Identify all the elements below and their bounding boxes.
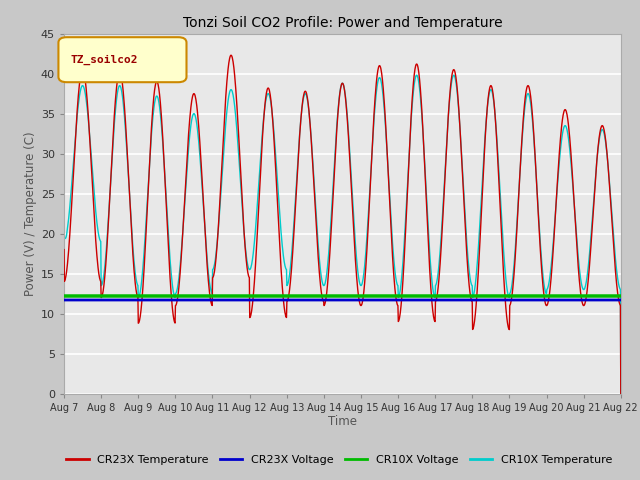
Title: Tonzi Soil CO2 Profile: Power and Temperature: Tonzi Soil CO2 Profile: Power and Temper… [182,16,502,30]
Legend: CR23X Temperature, CR23X Voltage, CR10X Voltage, CR10X Temperature: CR23X Temperature, CR23X Voltage, CR10X … [62,451,616,469]
FancyBboxPatch shape [58,37,186,82]
X-axis label: Time: Time [328,415,357,429]
Y-axis label: Power (V) / Temperature (C): Power (V) / Temperature (C) [24,132,36,296]
Text: TZ_soilco2: TZ_soilco2 [70,54,138,65]
